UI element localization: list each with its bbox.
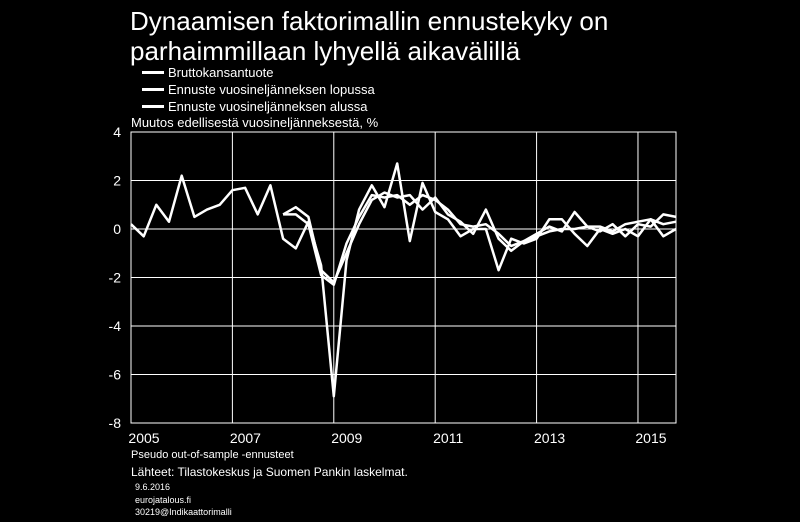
footnote: Pseudo out-of-sample -ennusteet: [131, 449, 294, 461]
legend-label-forecast-end: Ennuste vuosineljänneksen lopussa: [168, 82, 375, 97]
y-tick-label: 2: [113, 173, 121, 189]
series-line-2: [283, 193, 677, 287]
chart-title-line2: parhaimmillaan lyhyellä aikavälillä: [130, 36, 521, 66]
y-tick-label: -6: [109, 367, 122, 383]
site-url: eurojatalous.fi: [135, 495, 192, 505]
legend-swatch-gdp: [142, 71, 164, 74]
legend-item-forecast-start: Ennuste vuosineljänneksen alussa: [142, 98, 375, 115]
y-tick-label: 0: [113, 221, 121, 237]
y-tick-label: -8: [109, 415, 122, 431]
y-tick-label: -4: [109, 318, 122, 334]
series-line-1: [282, 191, 677, 284]
x-tick-label: 2007: [230, 430, 261, 446]
legend-swatch-forecast-end: [142, 88, 164, 91]
x-tick-label: 2009: [331, 430, 362, 446]
x-tick-label: 2013: [534, 430, 565, 446]
legend: Bruttokansantuote Ennuste vuosineljännek…: [142, 64, 375, 115]
series-line-0: [130, 162, 677, 398]
x-tick-label: 2015: [635, 430, 666, 446]
chart-code: 30219@Indikaattorimalli: [135, 507, 232, 517]
y-axis-unit-label: Muutos edellisestä vuosineljänneksestä, …: [131, 115, 379, 130]
x-tick-label: 2005: [128, 430, 159, 446]
legend-item-gdp: Bruttokansantuote: [142, 64, 375, 81]
legend-label-forecast-start: Ennuste vuosineljänneksen alussa: [168, 99, 368, 114]
y-tick-label: 4: [113, 124, 121, 140]
chart-title-line1: Dynaamisen faktorimallin ennustekyky on: [130, 6, 609, 36]
publish-date: 9.6.2016: [135, 482, 171, 492]
legend-label-gdp: Bruttokansantuote: [168, 65, 274, 80]
x-tick-label: 2011: [433, 430, 463, 446]
legend-swatch-forecast-start: [142, 105, 164, 108]
legend-item-forecast-end: Ennuste vuosineljänneksen lopussa: [142, 81, 375, 98]
plot-frame: [130, 131, 677, 424]
source-note: Lähteet: Tilastokeskus ja Suomen Pankin …: [131, 465, 408, 479]
chart-title: Dynaamisen faktorimallin ennustekyky on …: [130, 6, 790, 66]
y-tick-label: -2: [109, 270, 122, 286]
